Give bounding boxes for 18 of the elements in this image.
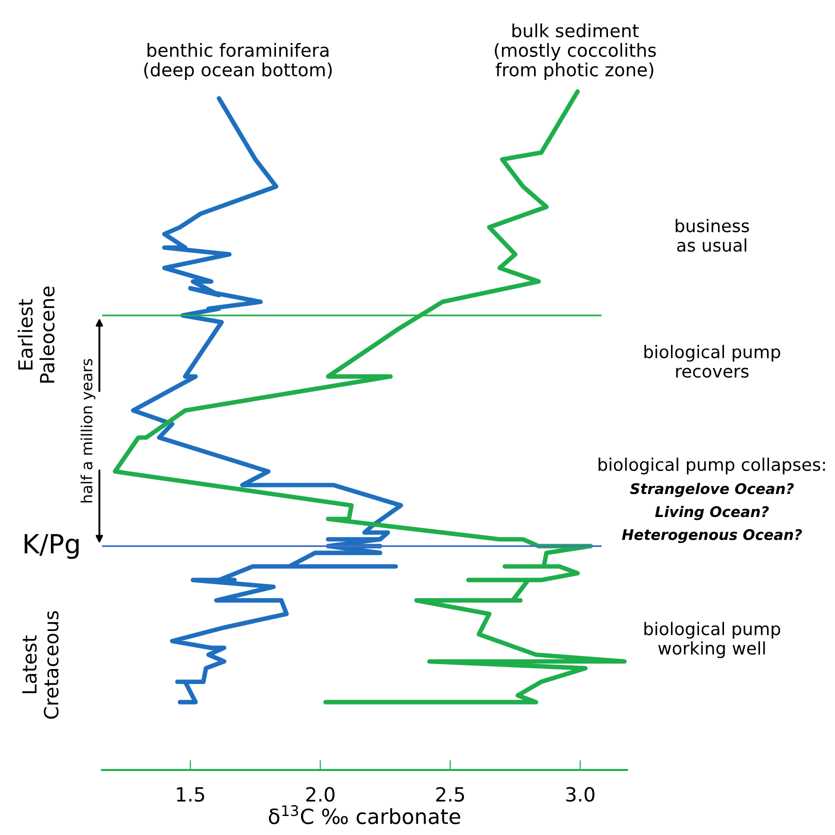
text: Living Ocean? <box>655 506 769 520</box>
x-tick-label: 3.0 <box>566 787 594 802</box>
x-tick-label: 1.5 <box>177 787 204 802</box>
text: Strangelove Ocean? <box>630 482 794 498</box>
text: Latest Cretaceous <box>22 611 59 719</box>
x-tick-label: 2.5 <box>436 787 464 802</box>
x-tick-label: 2.0 <box>306 787 334 802</box>
text: half a million years <box>80 358 96 502</box>
ref-line-label: K/Pg <box>24 534 79 559</box>
text: biological pump working well <box>644 622 780 658</box>
x-axis-title: δ$^{13}$C ‰ carbonate <box>268 805 460 824</box>
text: benthic foraminifera (deep ocean bottom) <box>144 42 332 80</box>
text: Earliest Paleocene <box>18 286 55 383</box>
text: business as usual <box>676 218 749 252</box>
text: biological pump recovers <box>644 344 780 378</box>
annotation: biological pump collapses: <box>598 458 825 474</box>
annotation: Heterogenous Ocean? <box>622 529 802 544</box>
text: bulk sediment (mostly coccoliths from photic zone) <box>494 23 656 80</box>
